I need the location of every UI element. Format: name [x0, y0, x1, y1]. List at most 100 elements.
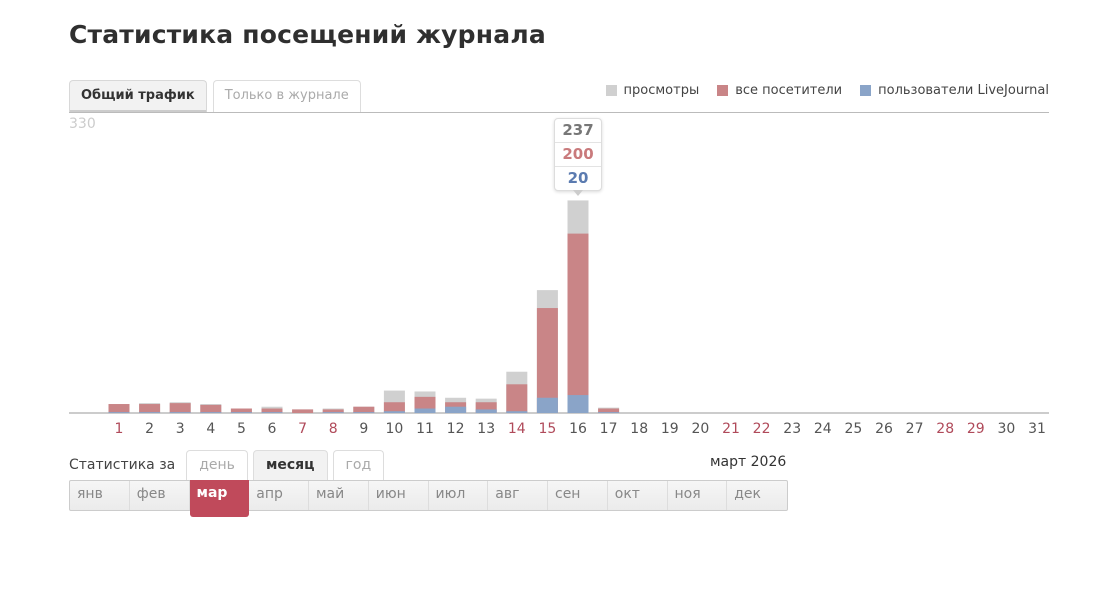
bar-all-visitors-day-7[interactable] [292, 409, 314, 413]
x-tick-label-9: 9 [359, 421, 368, 437]
bar-all-visitors-day-15[interactable] [536, 308, 558, 413]
tab-journal-only[interactable]: Только в журнале [212, 80, 361, 112]
bar-all-visitors-day-9[interactable] [353, 406, 375, 413]
bar-all-visitors-day-1[interactable] [108, 404, 130, 413]
x-tick-label-19: 19 [661, 421, 679, 437]
month-may[interactable]: май [309, 481, 369, 510]
bar-lj-users-day-10[interactable] [383, 411, 405, 413]
month-aug[interactable]: авг [488, 481, 548, 510]
x-tick-label-25: 25 [844, 421, 862, 437]
x-tick-label-30: 30 [997, 421, 1015, 437]
bar-all-visitors-day-4[interactable] [200, 404, 222, 413]
bar-all-visitors-day-5[interactable] [230, 408, 252, 413]
x-tick-label-26: 26 [875, 421, 893, 437]
bar-lj-users-day-9[interactable] [353, 412, 375, 413]
period-tab-year[interactable]: год [332, 450, 385, 480]
x-tick-label-12: 12 [447, 421, 465, 437]
x-tick-label-5: 5 [237, 421, 246, 437]
x-tick-label-16: 16 [569, 421, 587, 437]
bar-lj-users-day-14[interactable] [506, 411, 528, 413]
x-tick-label-29: 29 [967, 421, 985, 437]
bar-lj-users-day-11[interactable] [414, 408, 436, 413]
bar-lj-users-day-15[interactable] [536, 397, 558, 413]
bar-lj-users-day-5[interactable] [230, 412, 252, 413]
month-mar[interactable]: мар [189, 480, 250, 517]
period-label: Статистика за [69, 457, 176, 473]
tooltip-visitors-value: 200 [555, 143, 601, 168]
legend-item-lj-users[interactable]: пользователи LiveJournal [860, 83, 1049, 98]
traffic-tabs: Общий трафик Только в журнале [69, 80, 361, 112]
tooltip-lj-users-value: 20 [567, 169, 589, 188]
bar-lj-users-day-4[interactable] [200, 412, 222, 413]
month-sep[interactable]: сен [548, 481, 608, 510]
bar-lj-users-day-2[interactable] [139, 412, 161, 413]
month-dec[interactable]: дек [734, 486, 761, 502]
x-tick-label-20: 20 [691, 421, 709, 437]
x-tick-label-17: 17 [600, 421, 618, 437]
legend-label-lj-users: пользователи LiveJournal [878, 83, 1049, 98]
x-tick-label-13: 13 [477, 421, 495, 437]
tab-total-traffic[interactable]: Общий трафик [69, 80, 207, 112]
bar-all-visitors-day-13[interactable] [475, 402, 497, 413]
bar-all-visitors-day-2[interactable] [139, 404, 161, 413]
chart-top-border [69, 112, 1049, 113]
x-tick-label-15: 15 [538, 421, 556, 437]
visits-bar-chart: 1 2 3 4 5 6 7 8 9 10 11 12 13 14 15 16 17 18 19 20 21 22 23 24 2… [69, 200, 1049, 437]
month-jan[interactable]: янв [70, 481, 130, 510]
current-period: март 2026 [710, 454, 787, 470]
legend-item-views[interactable]: просмотры [605, 83, 700, 98]
x-tick-label-1: 1 [115, 421, 124, 437]
period-tab-day[interactable]: день [186, 450, 248, 480]
x-tick-label-27: 27 [906, 421, 924, 437]
x-tick-label-2: 2 [145, 421, 154, 437]
month-jul[interactable]: июл [429, 481, 489, 510]
month-oct[interactable]: окт [608, 481, 668, 510]
x-tick-label-18: 18 [630, 421, 648, 437]
bar-all-visitors-day-16[interactable] [567, 233, 589, 413]
bar-all-visitors-day-17[interactable] [598, 408, 620, 413]
chart-legend: просмотры все посетители пользователи Li… [605, 83, 1049, 98]
bar-all-visitors-day-14[interactable] [506, 384, 528, 413]
legend-label-all-visitors: все посетители [735, 83, 843, 98]
month-selector: янв фев мар апр май июн июл авг сен окт … [69, 480, 788, 517]
legend-swatch-views [605, 85, 617, 96]
x-tick-label-31: 31 [1028, 421, 1046, 437]
bar-all-visitors-day-6[interactable] [261, 408, 283, 413]
x-tick-label-28: 28 [936, 421, 954, 437]
x-tick-label-24: 24 [814, 421, 832, 437]
x-tick-label-22: 22 [753, 421, 771, 437]
x-tick-label-6: 6 [268, 421, 277, 437]
month-apr[interactable]: апр [249, 481, 309, 510]
x-tick-label-8: 8 [329, 421, 338, 437]
month-jun[interactable]: июн [369, 481, 429, 510]
x-tick-label-23: 23 [783, 421, 801, 437]
x-tick-label-7: 7 [298, 421, 307, 437]
y-axis-max-label: 330 [69, 116, 96, 132]
bar-lj-users-day-17[interactable] [598, 412, 620, 413]
bar-lj-users-day-12[interactable] [445, 406, 467, 413]
x-tick-label-4: 4 [206, 421, 215, 437]
month-nov[interactable]: ноя [668, 481, 728, 510]
legend-swatch-all-visitors [717, 85, 729, 96]
bar-lj-users-day-13[interactable] [475, 409, 497, 413]
bar-all-visitors-day-3[interactable] [169, 403, 191, 413]
legend-item-all-visitors[interactable]: все посетители [717, 83, 842, 98]
legend-label-views: просмотры [623, 83, 700, 98]
bar-lj-users-day-3[interactable] [169, 412, 191, 413]
x-tick-label-3: 3 [176, 421, 185, 437]
chart-tooltip: 237 200 20 [554, 118, 602, 197]
bar-lj-users-day-16[interactable] [567, 395, 589, 413]
page-title: Статистика посещений журнала [69, 20, 546, 49]
bar-lj-users-day-8[interactable] [322, 412, 344, 413]
x-tick-label-21: 21 [722, 421, 740, 437]
bar-all-visitors-day-8[interactable] [322, 409, 344, 413]
x-tick-label-10: 10 [385, 421, 403, 437]
x-tick-label-14: 14 [508, 421, 526, 437]
period-tab-month[interactable]: месяц [252, 450, 328, 480]
bar-lj-users-day-1[interactable] [108, 412, 130, 413]
bar-all-visitors-day-10[interactable] [383, 402, 405, 413]
bar-lj-users-day-6[interactable] [261, 412, 283, 413]
month-feb[interactable]: фев [130, 481, 190, 510]
x-tick-label-11: 11 [416, 421, 434, 437]
legend-swatch-lj-users [860, 85, 872, 96]
